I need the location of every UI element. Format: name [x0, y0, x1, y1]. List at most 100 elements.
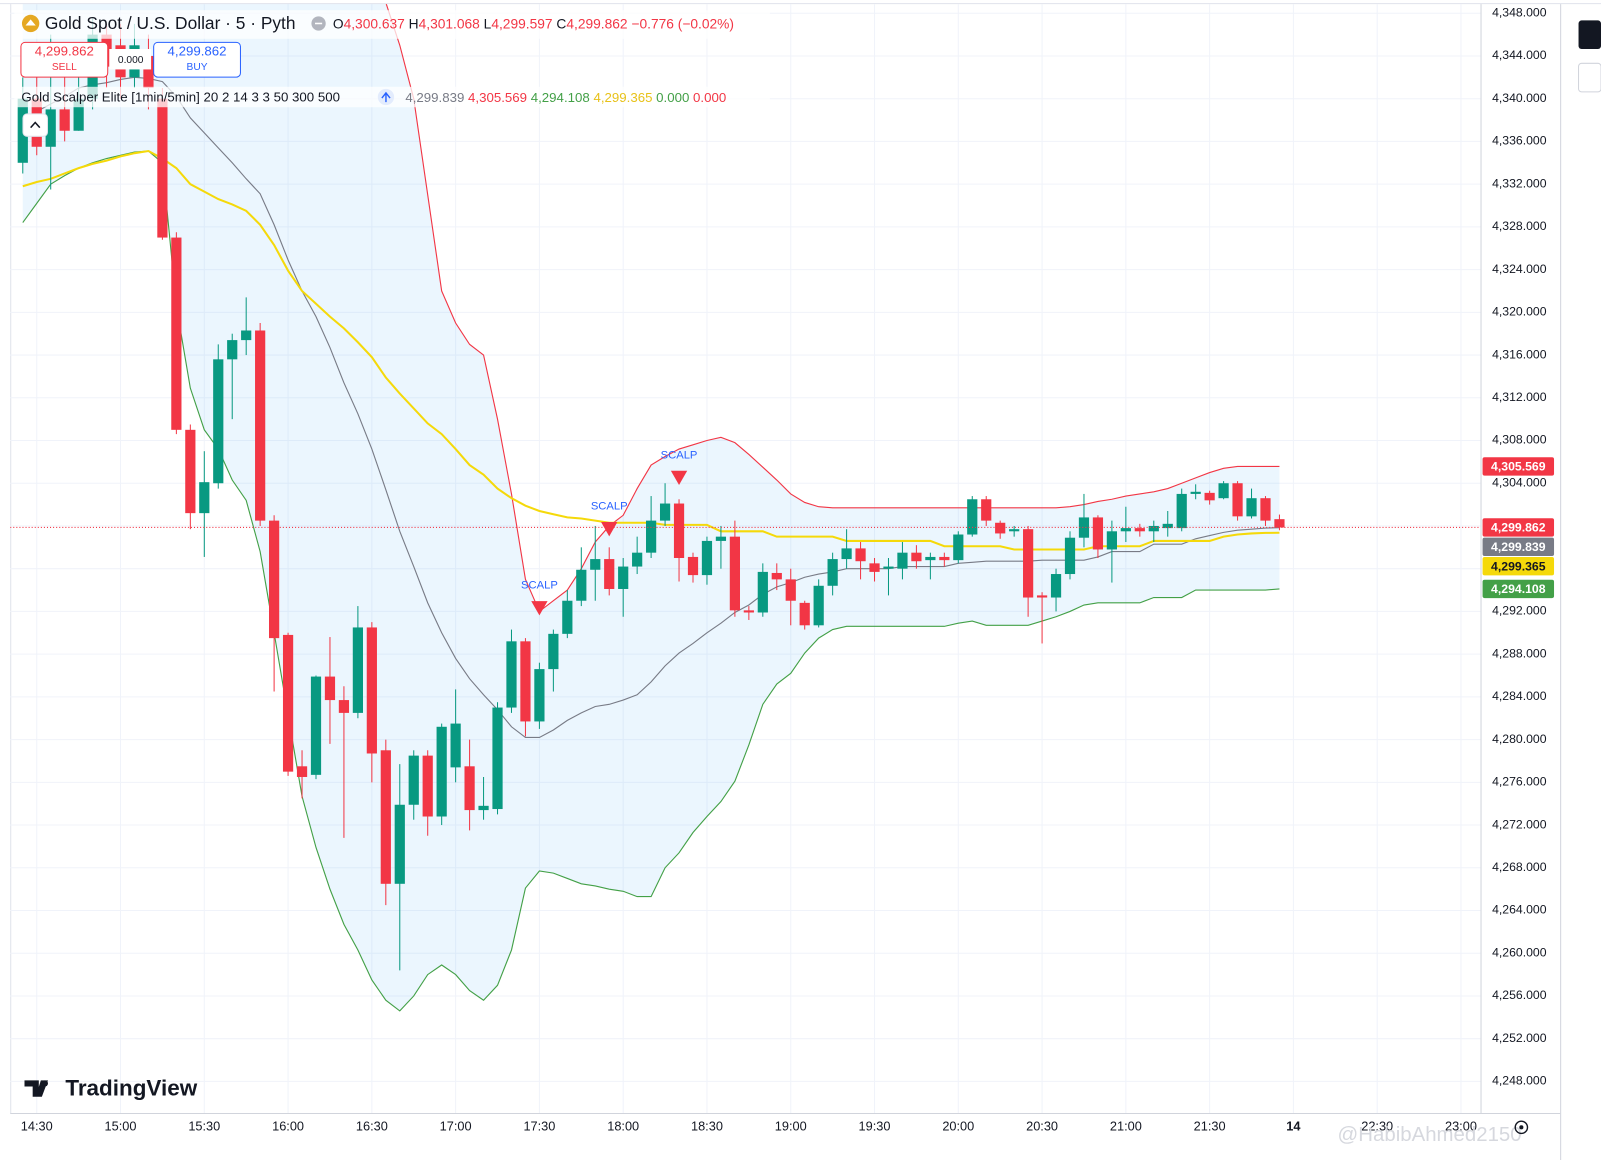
candle-body	[925, 556, 936, 561]
watermark: @HabibAhmed2150	[1338, 1124, 1522, 1146]
candle-body	[673, 503, 685, 559]
signal-marker	[531, 601, 548, 616]
candle-body	[883, 566, 894, 569]
x-tick-label: 23:00	[1445, 1119, 1477, 1134]
signal-label: SCALP	[521, 580, 558, 592]
candle-body	[1232, 483, 1243, 517]
y-tick-label: 4,316.000	[1492, 347, 1547, 361]
x-tick-label: 18:30	[691, 1119, 723, 1134]
buy-price: 4,299.862	[168, 44, 227, 59]
candle-body	[1092, 517, 1104, 550]
candle-body	[59, 109, 70, 131]
candle-body	[269, 520, 280, 639]
candle-body	[450, 723, 461, 768]
x-tick-label: 16:00	[272, 1119, 304, 1134]
candle-body	[967, 499, 978, 535]
candle-body	[436, 726, 447, 817]
y-tick-label: 4,288.000	[1492, 646, 1547, 660]
price-tag-label: 4,299.862	[1491, 521, 1546, 535]
collapse-button[interactable]	[22, 113, 48, 137]
y-tick-label: 4,260.000	[1492, 945, 1547, 959]
ohlc-value: 4,300.637	[344, 16, 405, 31]
candle-body	[1246, 498, 1257, 517]
sell-price: 4,299.862	[35, 44, 94, 59]
ohlc-value: 4,299.597	[491, 16, 552, 31]
candle-body	[799, 602, 810, 626]
settings-icon[interactable]	[1514, 1120, 1529, 1135]
candle-body	[143, 55, 154, 89]
indicator-icon-glyph	[381, 91, 391, 103]
signal-label: SCALP	[661, 449, 698, 461]
y-tick-label: 4,304.000	[1492, 475, 1547, 489]
price-tag	[1482, 557, 1555, 576]
candle-body	[604, 559, 615, 589]
candle-body	[380, 750, 391, 884]
y-tick-label: 4,284.000	[1492, 689, 1547, 703]
candle-body	[813, 585, 824, 626]
candle-body	[869, 563, 880, 572]
indicator-value: 4,294.108	[531, 90, 590, 105]
y-tick-label: 4,264.000	[1492, 903, 1547, 917]
candle-body	[729, 536, 740, 611]
candle-body	[757, 571, 768, 613]
candle-body	[701, 540, 713, 576]
x-tick-label: 22:30	[1361, 1119, 1393, 1134]
candle-body	[1009, 529, 1020, 532]
candle-body	[506, 641, 517, 708]
indicator-values: 4,299.839 4,305.569 4,294.108 4,299.365 …	[405, 90, 726, 105]
x-tick-label: 18:00	[607, 1119, 639, 1134]
grid	[10, 4, 1481, 1114]
y-tick-label: 4,320.000	[1492, 305, 1547, 319]
sell-button[interactable]	[20, 41, 109, 78]
candle-body	[953, 534, 964, 561]
x-tick-label: 19:00	[775, 1119, 807, 1134]
x-tick-label: 19:30	[859, 1119, 891, 1134]
candle-body	[1078, 517, 1090, 538]
ohlc-key: O	[333, 16, 344, 31]
side-panel-icon[interactable]	[1578, 20, 1601, 50]
axes: 4,248.000 4,252.000 4,256.000 4,260.000 4,26…	[21, 5, 1547, 1133]
buy-button[interactable]	[153, 41, 241, 78]
ohlc-value: 4,299.862	[566, 16, 627, 31]
candle-body	[520, 641, 531, 722]
y-tick-label: 4,340.000	[1492, 91, 1547, 105]
candle-body	[911, 552, 922, 562]
signal-label: SCALP	[591, 501, 628, 513]
price-tag	[1482, 457, 1555, 476]
candle-body	[590, 559, 601, 570]
candle-body	[1204, 492, 1215, 501]
x-tick-label: 17:00	[440, 1119, 472, 1134]
candle-body	[352, 627, 363, 713]
symbol-title[interactable]: Gold Spot / U.S. Dollar · 5 · Pyth	[45, 13, 296, 33]
buy-label: BUY	[187, 62, 208, 73]
ohlc-key: H	[409, 16, 419, 31]
candle-body	[1050, 574, 1062, 598]
candle-body	[743, 610, 754, 613]
y-tick-label: 4,276.000	[1492, 775, 1547, 789]
y-tick-label: 4,328.000	[1492, 219, 1547, 233]
candle-body	[1023, 529, 1034, 598]
indicator-name[interactable]: Gold Scalper Elite [1min/5min] 20 2 14 3…	[21, 90, 340, 105]
candle-body	[646, 520, 657, 553]
indicator-value: 0.000	[693, 90, 726, 105]
indicator-line	[385, 4, 1280, 613]
ohlc-key: L	[484, 16, 492, 31]
ohlc-values: O4,300.637 H4,301.068 L4,299.597 C4,299.…	[333, 16, 734, 31]
candle-body	[296, 766, 308, 777]
candle-body	[1064, 537, 1076, 575]
spread: 0.000	[118, 55, 144, 66]
candle-body	[562, 600, 573, 634]
collapse-glyph	[30, 121, 41, 129]
candle-body	[785, 579, 796, 601]
indicator-value: 4,299.839	[405, 90, 464, 105]
candle-body	[282, 634, 294, 772]
candle-body	[1260, 498, 1271, 521]
candle-body	[548, 633, 559, 670]
spread-backdrop	[109, 49, 152, 70]
candle-body	[939, 556, 950, 561]
side-panel-icon[interactable]	[1578, 62, 1601, 93]
candle-body	[995, 522, 1006, 534]
candle-body	[1120, 528, 1131, 532]
candle-body	[199, 482, 210, 514]
